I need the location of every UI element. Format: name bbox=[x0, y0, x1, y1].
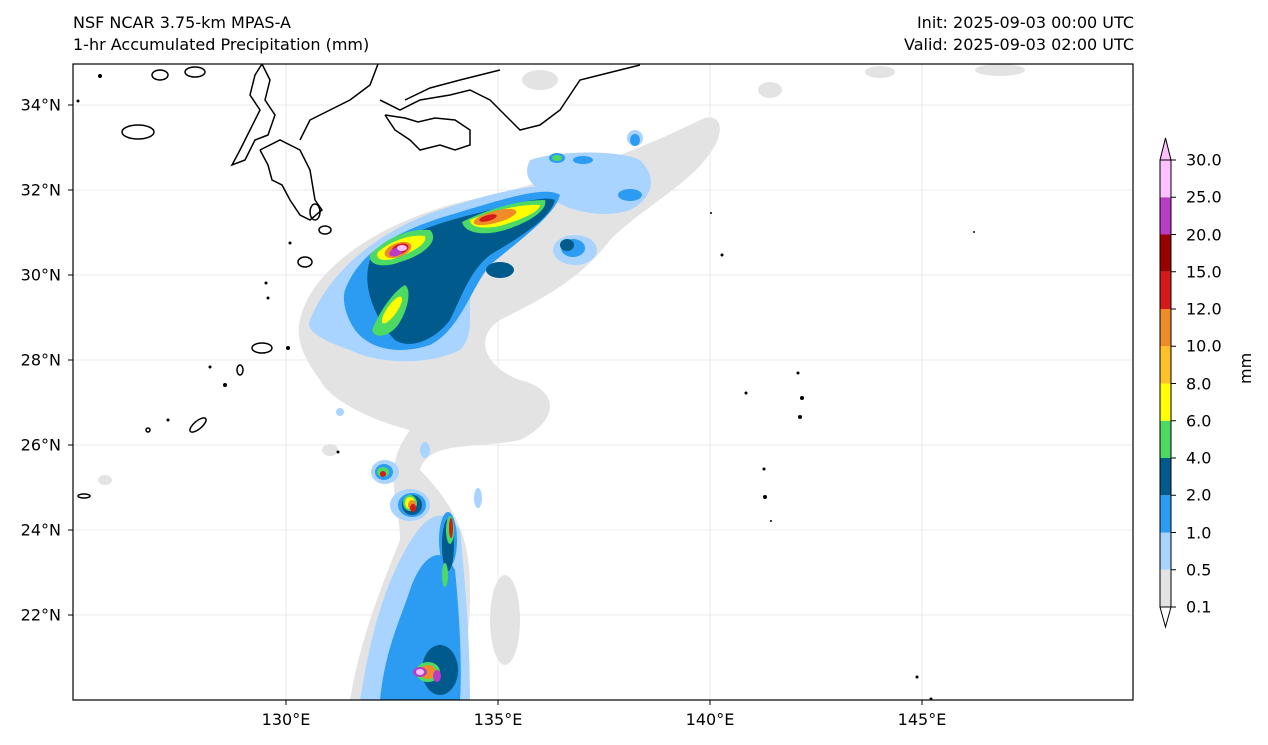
colorbar-level-label: 4.0 bbox=[1186, 448, 1212, 468]
colorbar-level-label: 20.0 bbox=[1186, 225, 1222, 244]
colorbar-segment bbox=[1160, 234, 1171, 272]
lat-label-28: 28°N bbox=[20, 350, 61, 370]
lat-label-34: 34°N bbox=[20, 95, 61, 115]
colorbar-segment bbox=[1160, 309, 1171, 347]
field-title: 1-hr Accumulated Precipitation (mm) bbox=[73, 35, 370, 54]
colorbar-segment bbox=[1160, 420, 1171, 458]
colorbar-level-label: 8.0 bbox=[1186, 374, 1212, 393]
lon-label-140: 140°E bbox=[685, 710, 735, 729]
lat-label-32: 32°N bbox=[20, 180, 61, 200]
map-plot-area bbox=[73, 64, 1133, 700]
small-islands bbox=[76, 74, 975, 700]
lat-label-22: 22°N bbox=[20, 605, 61, 625]
colorbar-segment bbox=[1160, 532, 1171, 570]
colorbar-segment bbox=[1160, 160, 1171, 198]
precip-30-region bbox=[397, 245, 424, 675]
model-title: NSF NCAR 3.75-km MPAS-A bbox=[73, 13, 291, 32]
colorbar-level-label: 15.0 bbox=[1186, 262, 1222, 282]
colorbar-segment bbox=[1160, 271, 1171, 309]
lon-label-130: 130°E bbox=[261, 710, 311, 729]
colorbar-segment bbox=[1160, 458, 1171, 496]
colorbar-extend-min bbox=[1159, 606, 1172, 629]
colorbar-level-label: 0.5 bbox=[1186, 560, 1212, 580]
colorbar-segment bbox=[1160, 197, 1171, 235]
axis-ticks bbox=[68, 104, 923, 705]
colorbar-extend-max bbox=[1159, 137, 1172, 161]
colorbar-level-label: 25.0 bbox=[1186, 187, 1222, 207]
lat-label-24: 24°N bbox=[20, 520, 61, 540]
init-time: Init: 2025-09-03 00:00 UTC bbox=[916, 13, 1134, 32]
lon-label-135: 135°E bbox=[473, 710, 523, 729]
colorbar-level-label: 10.0 bbox=[1186, 336, 1222, 356]
colorbar-unit-label: mm bbox=[1236, 352, 1255, 384]
colorbar bbox=[1159, 137, 1176, 629]
lon-label-145: 145°E bbox=[897, 710, 947, 729]
colorbar-level-label: 2.0 bbox=[1186, 485, 1212, 505]
colorbar-level-label: 30.0 bbox=[1186, 150, 1222, 170]
colorbar-level-label: 1.0 bbox=[1186, 523, 1212, 542]
colorbar-level-label: 6.0 bbox=[1186, 411, 1212, 431]
colorbar-segment bbox=[1160, 383, 1171, 421]
colorbar-level-label: 12.0 bbox=[1186, 299, 1222, 319]
lat-label-30: 30°N bbox=[20, 265, 61, 285]
colorbar-level-label: 0.1 bbox=[1186, 597, 1212, 617]
colorbar-segment bbox=[1160, 346, 1171, 384]
coastlines bbox=[77, 64, 641, 499]
valid-time: Valid: 2025-09-03 02:00 UTC bbox=[903, 35, 1134, 54]
gridlines bbox=[73, 64, 1133, 700]
map-border bbox=[72, 63, 1134, 701]
colorbar-segment bbox=[1160, 569, 1171, 607]
lat-label-26: 26°N bbox=[20, 435, 61, 455]
colorbar-segment bbox=[1160, 495, 1171, 533]
